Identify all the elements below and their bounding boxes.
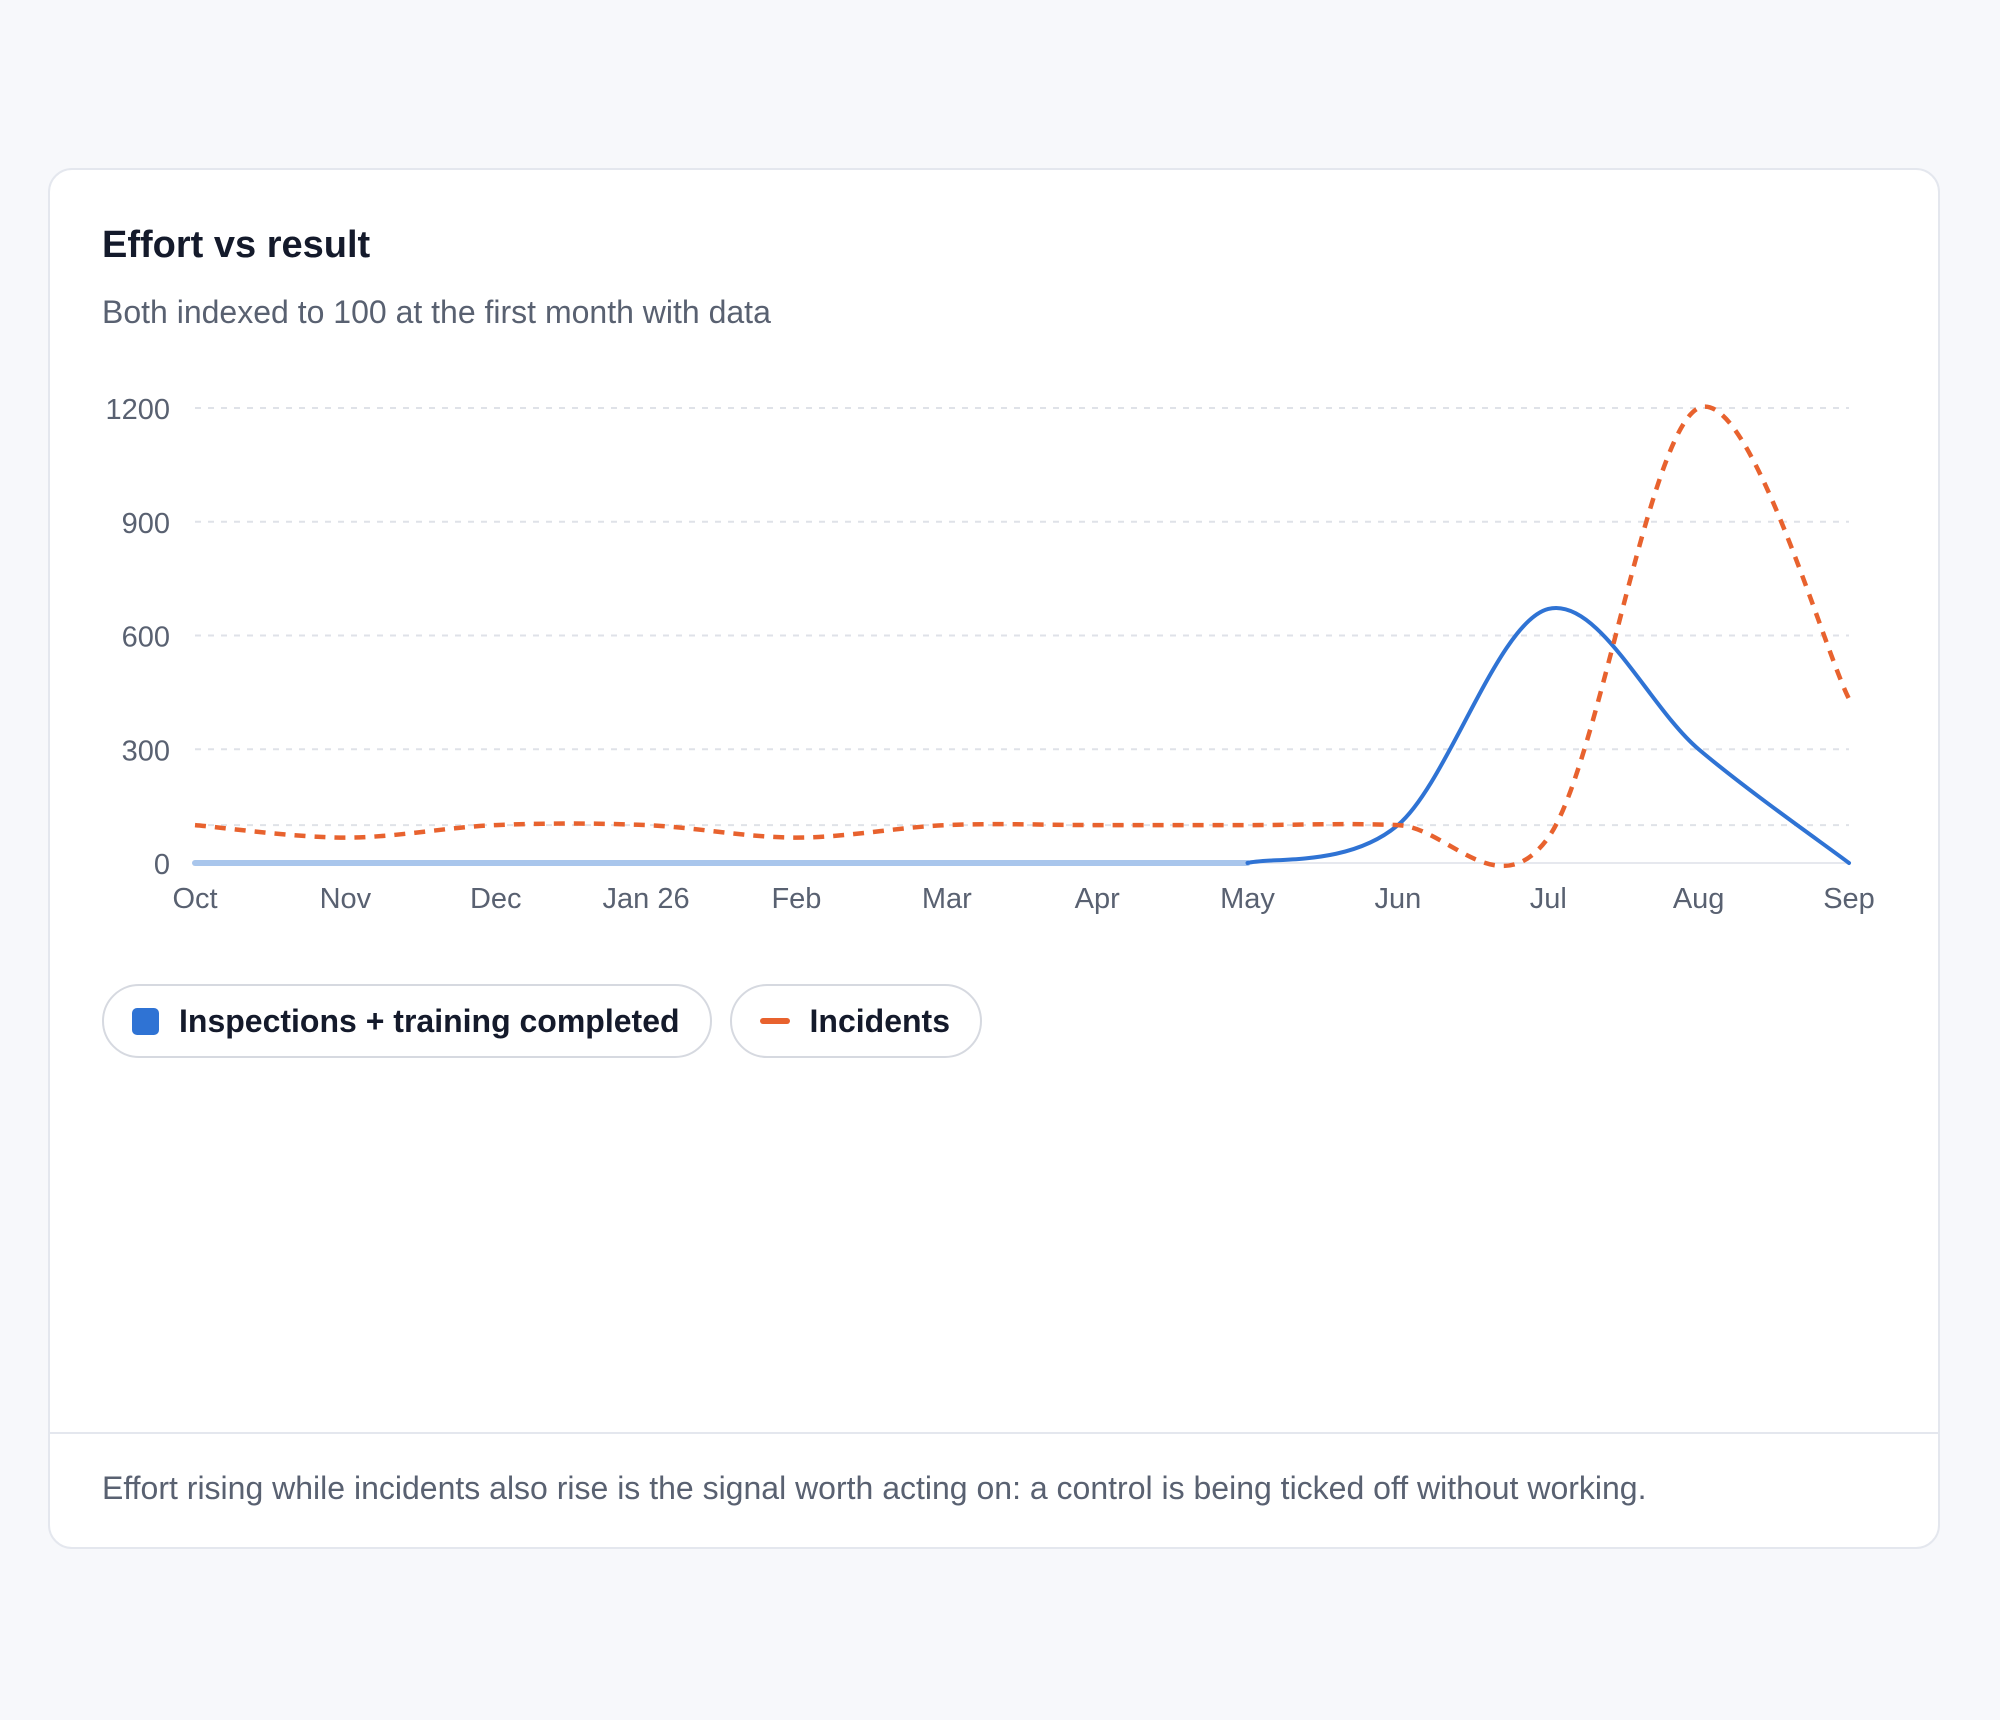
y-tick-label: 900 bbox=[122, 508, 170, 540]
legend-swatch-dash bbox=[759, 1018, 790, 1024]
x-tick-label: May bbox=[1220, 883, 1275, 915]
legend-item-incidents[interactable]: Incidents bbox=[729, 984, 982, 1058]
x-tick-label: Oct bbox=[172, 883, 217, 915]
line-chart: 0 300 600 900 1200 Oct Nov Dec Jan 26 Feb Mar Apr Ma… bbox=[105, 394, 1875, 915]
x-tick-label: Jan 26 bbox=[603, 883, 690, 915]
legend-label-incidents: Incidents bbox=[809, 1002, 950, 1039]
y-tick-label: 300 bbox=[122, 735, 170, 767]
card-footer: Effort rising while incidents also rise … bbox=[50, 1432, 1938, 1547]
x-tick-label: Jun bbox=[1375, 883, 1422, 915]
legend-label-inspections: Inspections + training completed bbox=[179, 1002, 680, 1039]
y-tick-label: 600 bbox=[122, 622, 170, 654]
x-tick-label: Jul bbox=[1530, 883, 1567, 915]
x-tick-label: Dec bbox=[470, 883, 522, 915]
legend-swatch-square bbox=[132, 1007, 159, 1035]
legend-item-inspections[interactable]: Inspections + training completed bbox=[102, 984, 712, 1058]
card-title: Effort vs result bbox=[102, 224, 371, 266]
x-tick-label: Mar bbox=[922, 883, 972, 915]
x-tick-label: Nov bbox=[320, 883, 372, 915]
card-subtitle: Both indexed to 100 at the first month w… bbox=[102, 294, 771, 330]
x-tick-label: Sep bbox=[1823, 883, 1875, 915]
y-tick-label: 1200 bbox=[105, 394, 170, 426]
series-line-inspections bbox=[1245, 605, 1851, 865]
x-tick-label: Feb bbox=[771, 883, 821, 915]
y-tick-label: 0 bbox=[154, 849, 170, 881]
series-line-incidents bbox=[194, 404, 1851, 869]
chart-card: Effort vs result Both indexed to 100 at … bbox=[48, 168, 1940, 1549]
x-tick-label: Apr bbox=[1075, 883, 1120, 915]
footer-note: Effort rising while incidents also rise … bbox=[102, 1470, 1647, 1506]
chart-legend: Inspections + training completed Inciden… bbox=[102, 984, 982, 1058]
x-tick-label: Aug bbox=[1673, 883, 1725, 915]
